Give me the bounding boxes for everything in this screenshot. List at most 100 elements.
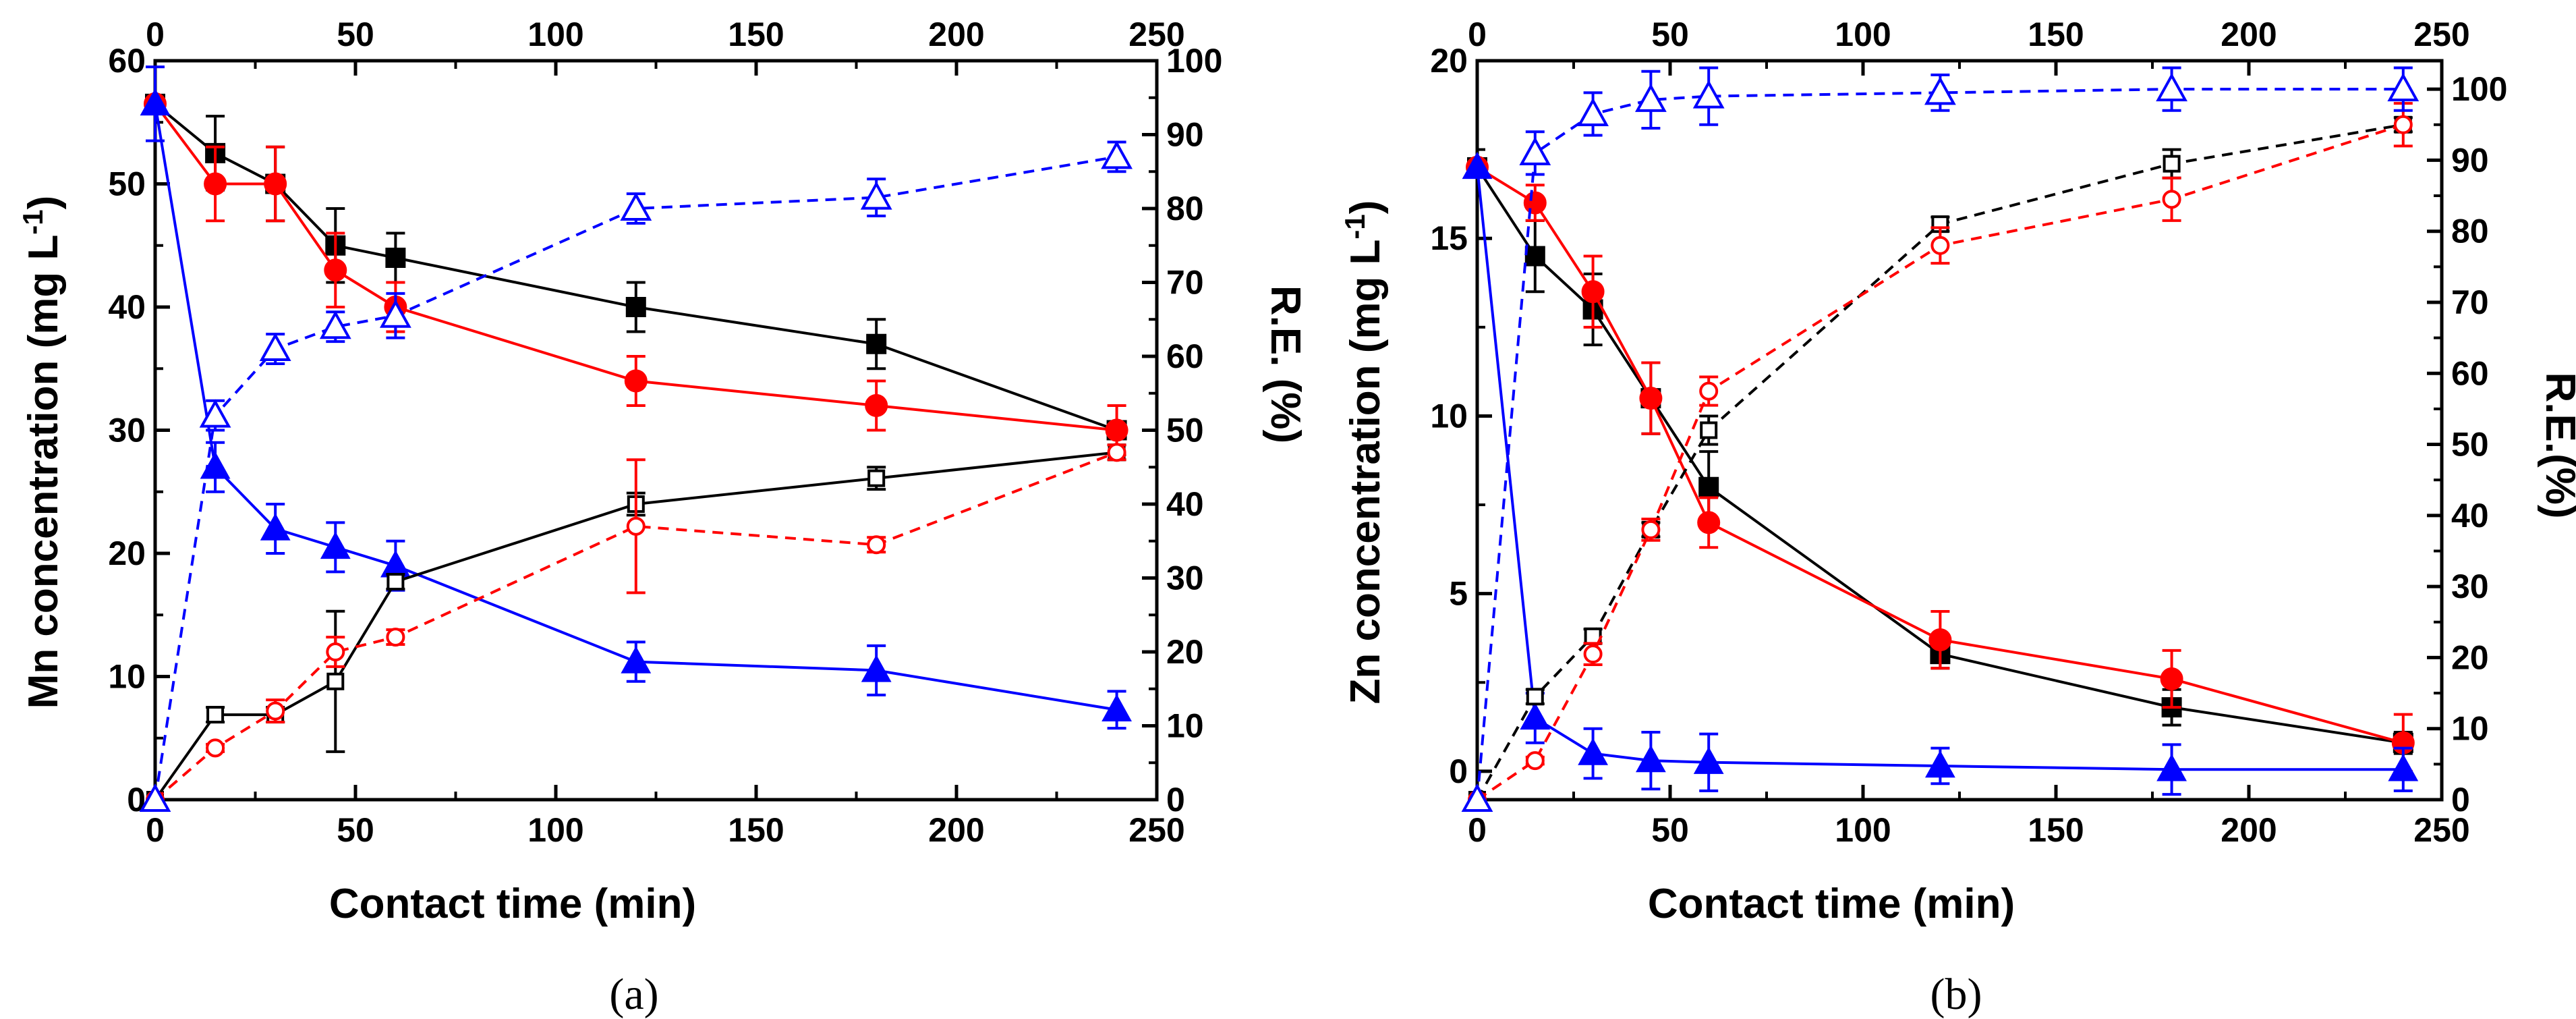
panel-a-y-left-tick-label: 50 (108, 165, 146, 203)
panel-a-x-top-tick-label: 0 (146, 16, 165, 53)
panel-b-x-tick-label: 150 (2028, 811, 2084, 849)
panel-a-series-blue-r-e--point (1101, 140, 1133, 169)
panel-b-x-tick-label: 200 (2221, 811, 2277, 849)
panel-a-y-right-tick-label: 10 (1166, 707, 1204, 745)
panel-b-y-left-axis-title: Zn concentration (mg L-1) (1339, 200, 1389, 705)
panel-a-y-right-tick-label: 0 (1166, 781, 1185, 819)
panel-a-series-red-concentration-point (624, 369, 648, 393)
panel-a-series-red-r-e--point (206, 738, 225, 758)
panel-a: Contact time (min) Mn concentration (mg … (17, 16, 1309, 1019)
panel-b: Contact time (min) Zn concentration (mg … (1339, 16, 2576, 1019)
panel-b-series-red-r-e- (1468, 102, 2413, 809)
panel-a-series-black-concentration-point (385, 248, 406, 268)
panel-b-series-blue-concentration (1462, 151, 2419, 796)
panel-a-series-blue-concentration-point (861, 655, 892, 682)
panel-b-x-top-tick-label: 100 (1835, 16, 1891, 53)
panel-b-series-black-r-e--line (1476, 123, 2404, 800)
panel-a-series-blue-r-e--point (860, 181, 892, 210)
panel-b-series-black-r-e--point (1526, 688, 1544, 706)
panel-b-series-blue-concentration-point (1636, 744, 1666, 773)
panel-b-series-red-concentration-point (1697, 511, 1721, 534)
panel-a-x-top-tick-label: 100 (527, 16, 583, 53)
panel-a-series-red-r-e--point (326, 642, 345, 661)
panel-a-series-red-r-e--line (154, 451, 1118, 801)
panel-a-series-black-r-e--point (387, 572, 405, 590)
panel-b-series-blue-r-e--line (1476, 88, 2403, 800)
panel-a-series-red-r-e--point (386, 628, 405, 647)
panel-a-series-red-r-e--point (626, 516, 646, 536)
panel-b-y-right-tick-label: 30 (2451, 568, 2489, 605)
panel-b-y-left-tick-label: 20 (1430, 42, 1468, 80)
panel-a-series-blue-r-e--point (620, 192, 652, 221)
panel-b-series-black-r-e--point (1700, 421, 1718, 439)
panel-a-x-axis-title: Contact time (min) (329, 881, 696, 927)
panel-b-series-blue-r-e--point (1519, 136, 1551, 165)
panel-a-series-red-concentration (144, 92, 1128, 456)
panel-a-series-blue-concentration-point (140, 88, 171, 116)
panel-b-series-blue-r-e--point (1577, 97, 1609, 126)
panel-a-series-blue-concentration-point (1101, 694, 1132, 721)
panel-a-y-right-tick-label: 50 (1166, 412, 1204, 449)
panel-b-series-blue-r-e--point (2156, 72, 2187, 102)
panel-b-x-tick-label: 50 (1651, 811, 1689, 849)
panel-b-y-right-tick-label: 50 (2451, 426, 2489, 464)
panel-a-series-blue-r-e--line (154, 155, 1117, 800)
panel-b-x-tick-label: 100 (1835, 811, 1891, 849)
panel-a-x-tick-label: 0 (146, 811, 165, 849)
panel-a-y-right-axis-title: R.E. (%) (1262, 285, 1309, 443)
panel-b-y-right-tick-label: 90 (2451, 141, 2489, 179)
panel-a-x-tick-label: 250 (1128, 811, 1184, 849)
panel-b-series-blue-r-e- (1461, 66, 2420, 812)
panel-a-series-black-concentration-point (625, 297, 646, 317)
panel-b-y-right-axis-title: R.E.(%) (2537, 373, 2576, 519)
panel-a-series-red-concentration-point (204, 172, 227, 196)
panel-b-series-red-concentration-point (1639, 387, 1663, 410)
panel-a-y-left-tick-label: 0 (127, 781, 146, 819)
panel-b-series-blue-concentration-point (1925, 750, 1955, 778)
panel-b-series-red-r-e--point (1641, 520, 1661, 539)
panel-b-y-right-tick-label: 60 (2451, 354, 2489, 392)
panel-a-series-red-r-e--point (266, 701, 285, 721)
panel-a-series-red-r-e--point (867, 535, 886, 555)
panel-a-series-red-concentration-point (264, 172, 287, 196)
panel-b-y-right-tick-label: 100 (2451, 70, 2507, 108)
panel-b-y-right-tick-label: 10 (2451, 710, 2489, 748)
panel-b-y-left-tick-label: 5 (1449, 575, 1468, 613)
panel-b-series-red-concentration-point (1581, 280, 1605, 304)
panel-b-series-blue-concentration-point (1693, 746, 1724, 774)
panel-b-label: (b) (1930, 970, 1982, 1019)
panel-a-y-right-tick-label: 100 (1166, 42, 1222, 80)
panel-a-series-blue-r-e--point (319, 310, 351, 339)
panel-b-x-top-tick-label: 0 (1468, 16, 1487, 53)
panel-b-series-blue-concentration-point (2156, 754, 2187, 781)
panel-b-x-top-tick-label: 50 (1651, 16, 1689, 53)
panel-a-x-tick-label: 200 (928, 811, 984, 849)
panel-b-series-red-r-e--point (2162, 190, 2181, 209)
panel-a-series-blue-r-e- (139, 140, 1133, 812)
panel-b-x-top-tick-label: 150 (2028, 16, 2084, 53)
panel-a-series-blue-r-e--point (380, 299, 411, 328)
panel-a-series-blue-concentration (140, 65, 1132, 730)
panel-b-series-black-r-e- (1468, 115, 2413, 808)
panel-b-series-black-concentration-point (1524, 246, 1545, 267)
panel-b-y-right-tick-label: 40 (2451, 497, 2489, 534)
panel-a-plot-frame (153, 59, 1159, 802)
panel-b-series-blue-r-e--point (2387, 72, 2420, 102)
panel-a-y-left-tick-label: 30 (108, 412, 146, 449)
panel-a-y-right-tick-label: 30 (1166, 559, 1204, 597)
panel-b-x-tick-label: 0 (1468, 811, 1487, 849)
panel-a-y-left-axis-title: Mn concentration (mg L-1) (17, 196, 67, 709)
panel-a-series-black-r-e--point (867, 469, 886, 487)
panel-a-x-top-tick-label: 50 (337, 16, 374, 53)
panel-a-y-right-tick-label: 20 (1166, 633, 1204, 671)
panel-b-series-red-concentration-point (1523, 191, 1547, 215)
panel-a-y-right-tick-label: 80 (1166, 190, 1204, 227)
panel-a-x-tick-label: 50 (337, 811, 374, 849)
panel-b-y-right-tick-label: 70 (2451, 283, 2489, 321)
panel-b-series-red-r-e--point (2393, 115, 2413, 134)
panel-a-y-left-tick-label: 40 (108, 288, 146, 326)
panel-a-series-blue-concentration-point (380, 550, 411, 578)
panel-a-series-red-concentration-point (1105, 418, 1128, 442)
panel-a-x-tick-label: 100 (527, 811, 583, 849)
panel-b-series-blue-concentration-point (2388, 754, 2419, 781)
